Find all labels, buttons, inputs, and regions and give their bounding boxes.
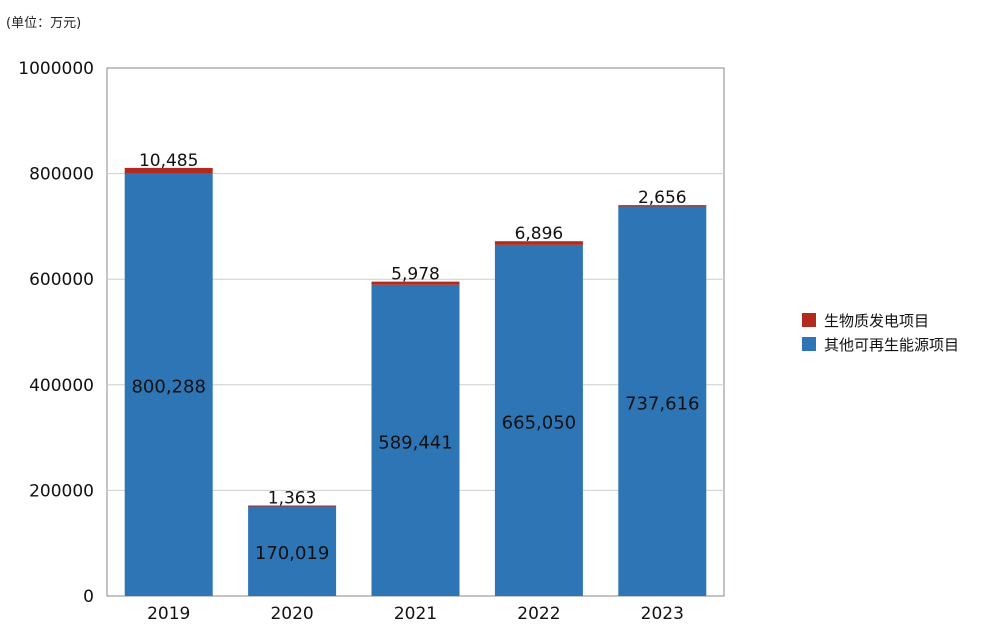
data-label-other: 170,019 [255,543,329,564]
bar-other-2019 [124,173,213,596]
y-tick-label: 0 [83,587,94,607]
data-label-other: 737,616 [625,393,699,414]
y-tick-label: 200000 [29,481,94,501]
legend-label-biomass: 生物质发电项目 [824,311,930,330]
bar-other-2021 [371,284,460,596]
bar-biomass-2021 [371,281,460,285]
x-tick-label: 2019 [147,604,190,624]
legend-item-other: 其他可再生能源项目 [802,332,959,356]
bar-other-2023 [618,206,707,596]
data-label-other: 800,288 [131,377,205,398]
bar-biomass-2020 [248,505,337,507]
unit-label: (单位：万元) [6,16,82,31]
legend-swatch-other [802,337,816,351]
bar-other-2020 [248,506,337,596]
data-label-biomass: 10,485 [139,151,198,171]
bar-biomass-2019 [124,167,213,174]
data-label-other: 665,050 [502,412,576,433]
legend-swatch-biomass [802,313,816,327]
bar-biomass-2022 [494,241,583,245]
x-tick-label: 2023 [641,604,684,624]
y-tick-label: 400000 [29,376,94,396]
x-tick-label: 2022 [517,604,560,624]
data-label-biomass: 5,978 [391,265,440,285]
bar-biomass-2023 [618,205,707,207]
data-label-biomass: 2,656 [638,188,687,208]
y-tick-label: 1000000 [18,59,94,79]
data-label-biomass: 6,896 [515,224,564,244]
x-tick-label: 2020 [270,604,313,624]
y-tick-label: 600000 [29,270,94,290]
legend: 生物质发电项目 其他可再生能源项目 [802,308,959,356]
data-label-other: 589,441 [378,432,452,453]
x-tick-label: 2021 [394,604,437,624]
bar-other-2022 [494,244,583,596]
data-label-biomass: 1,363 [268,489,317,509]
legend-label-other: 其他可再生能源项目 [824,335,960,354]
legend-item-biomass: 生物质发电项目 [802,308,959,332]
y-tick-label: 800000 [29,165,94,185]
